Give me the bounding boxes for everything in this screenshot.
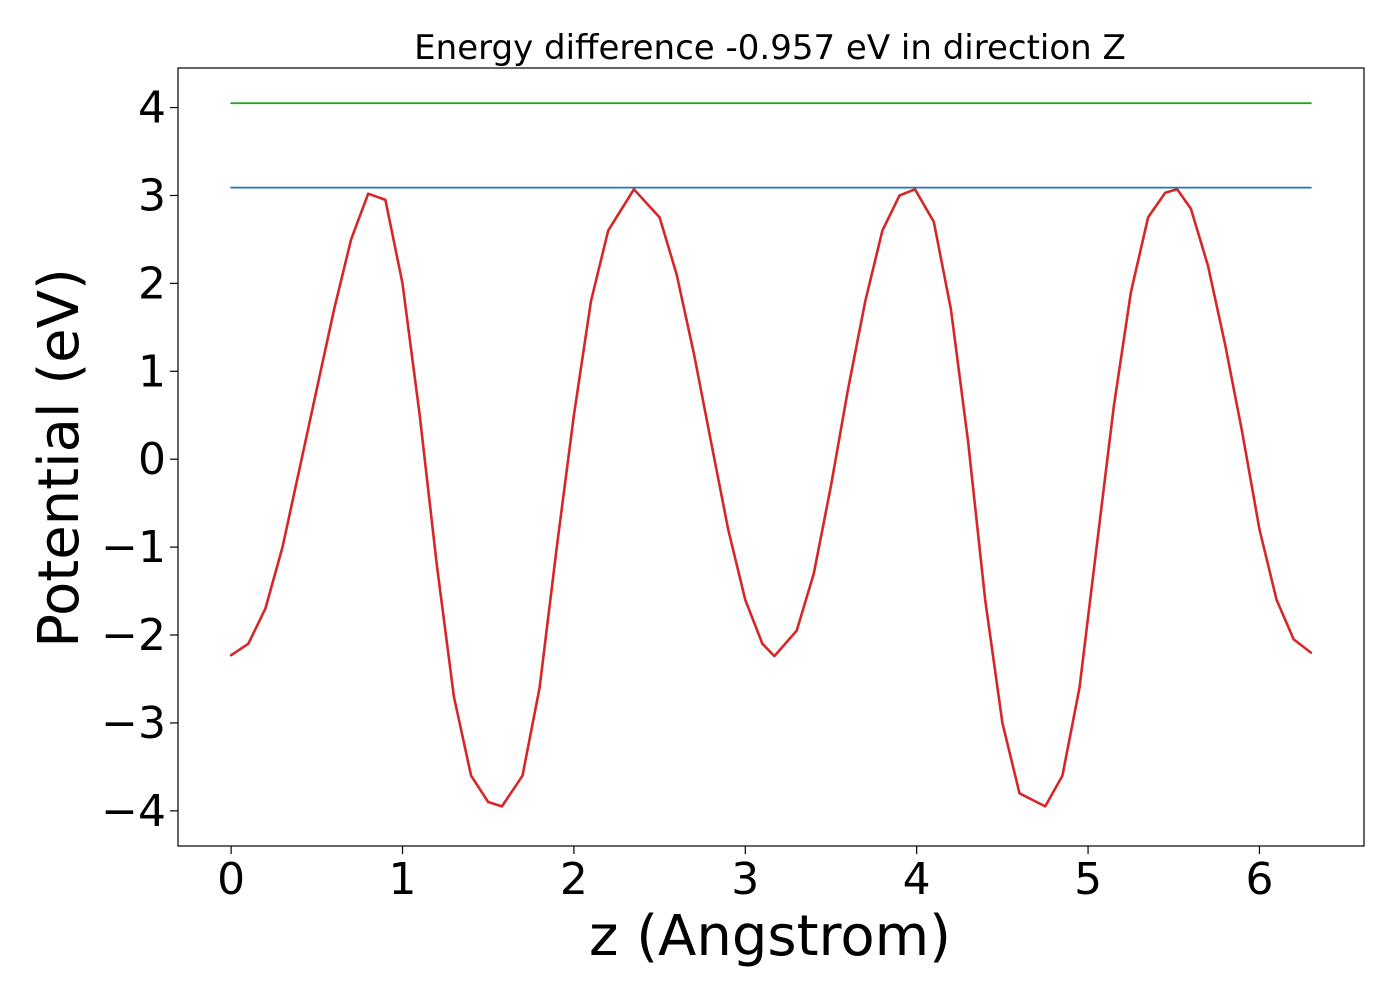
plot-frame — [177, 67, 1365, 847]
x-tick-label-0: 0 — [217, 854, 245, 905]
series-line-0 — [229, 188, 1313, 808]
x-tick-label-6: 6 — [1245, 854, 1273, 905]
x-axis-label: z (Angstrom) — [589, 904, 951, 969]
x-tick-label-4: 4 — [903, 854, 931, 905]
y-axis-label: Potential (eV) — [27, 268, 92, 648]
y-tick-label-2: −2 — [101, 610, 166, 661]
chart-title: Energy difference -0.957 eV in direction… — [414, 28, 1126, 68]
y-tick-label-8: 4 — [138, 83, 166, 134]
y-tick-label-4: 0 — [138, 434, 166, 485]
plot-area: 0 1 2 3 4 5 6 −4 −3 −2 −1 0 1 2 3 4 — [101, 67, 1365, 905]
y-tick-label-0: −4 — [101, 786, 166, 837]
y-tick-label-3: −1 — [101, 522, 166, 573]
x-tick-label-5: 5 — [1074, 854, 1102, 905]
y-tick-label-6: 2 — [138, 258, 166, 309]
x-tick-label-2: 2 — [560, 854, 588, 905]
y-tick-label-5: 1 — [138, 346, 166, 397]
x-tick-label-1: 1 — [389, 854, 417, 905]
y-tick-label-1: −3 — [101, 698, 166, 749]
x-tick-label-3: 3 — [731, 854, 759, 905]
y-tick-label-7: 3 — [138, 170, 166, 221]
